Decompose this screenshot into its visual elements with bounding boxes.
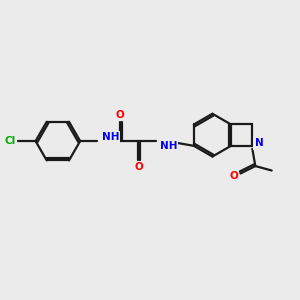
Text: NH: NH (160, 141, 177, 151)
Text: O: O (134, 162, 143, 172)
Text: O: O (230, 172, 238, 182)
Text: Cl: Cl (4, 136, 16, 146)
Text: N: N (254, 139, 263, 148)
Text: NH: NH (102, 132, 119, 142)
Text: O: O (116, 110, 124, 120)
